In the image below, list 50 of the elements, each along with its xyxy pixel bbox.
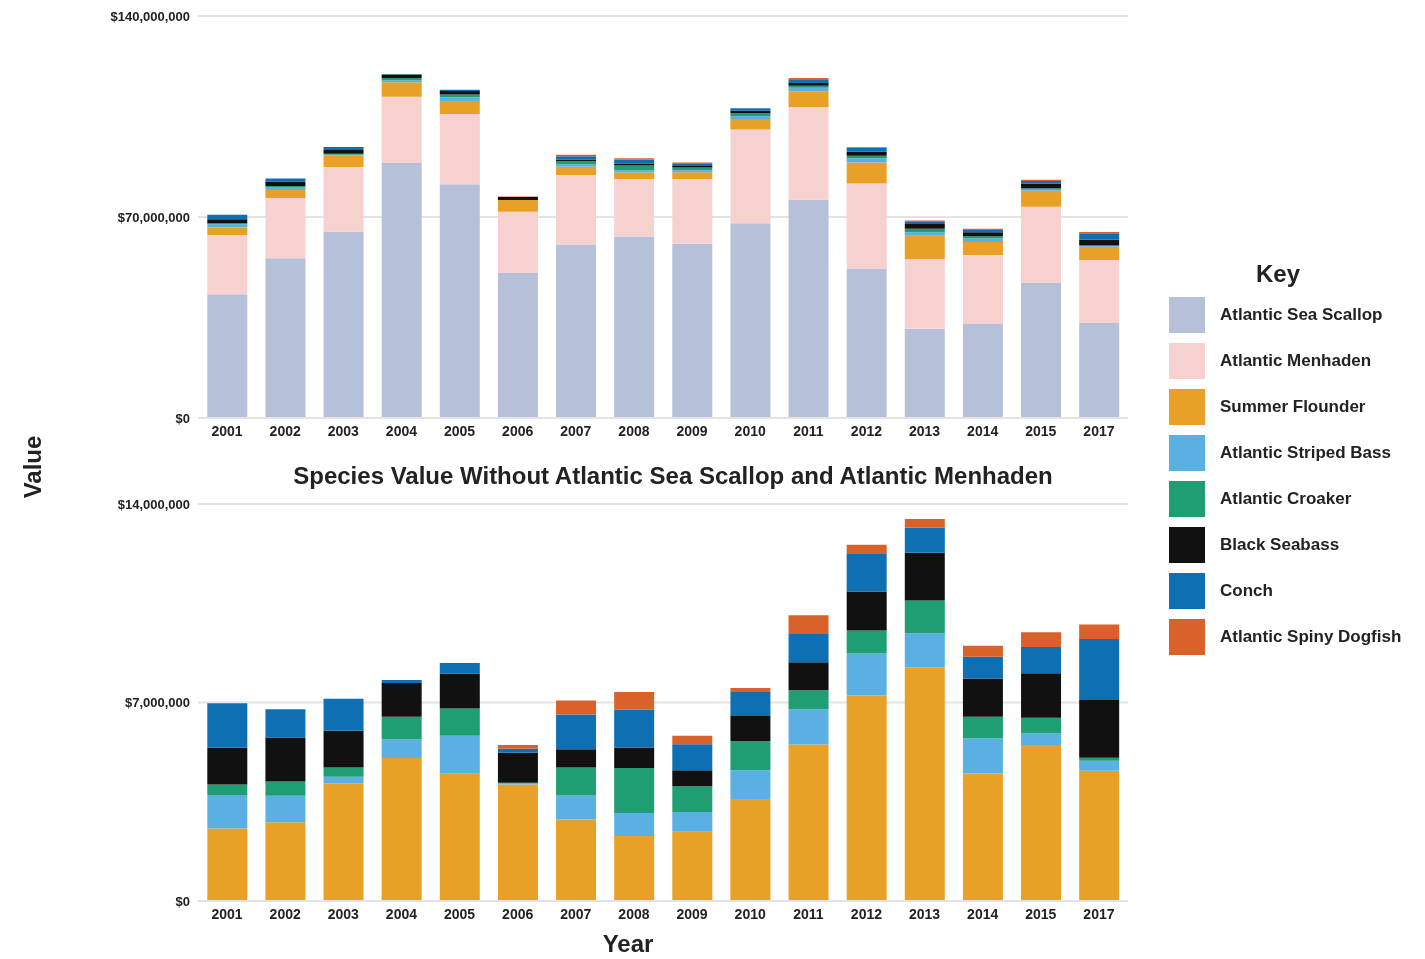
x-tick-label: 2017 xyxy=(1083,905,1115,922)
legend-label: Atlantic Menhaden xyxy=(1220,351,1373,371)
x-tick-label: 2001 xyxy=(211,905,243,922)
y-tick-label: $140,000,000 xyxy=(110,8,190,24)
x-tick-label: 2005 xyxy=(443,422,476,439)
x-tick-label: 2012 xyxy=(850,905,883,922)
x-tick-label: 2004 xyxy=(385,422,418,439)
x-tick-label: 2003 xyxy=(327,422,360,439)
y-tick-label: $7,000,000 xyxy=(124,695,190,711)
x-tick-label: 2002 xyxy=(269,422,301,439)
legend-label: Conch xyxy=(1220,581,1274,601)
legend-label: Atlantic Striped Bass xyxy=(1220,443,1392,463)
x-tick-label: 2005 xyxy=(443,905,476,922)
x-tick-label: 2002 xyxy=(269,905,301,922)
x-tick-label: 2013 xyxy=(908,422,941,439)
x-tick-label: 2010 xyxy=(734,422,766,439)
y-tick-label: $0 xyxy=(175,410,190,426)
x-tick-label: 2003 xyxy=(327,905,360,922)
x-tick-label: 2004 xyxy=(385,905,418,922)
x-tick-label: 2009 xyxy=(676,422,708,439)
legend-label: Summer Flounder xyxy=(1220,397,1367,417)
y-axis-title: Value xyxy=(19,434,47,501)
legend-label: Atlantic Spiny Dogfish xyxy=(1220,627,1403,647)
x-tick-label: 2007 xyxy=(560,905,592,922)
x-tick-label: 2006 xyxy=(502,422,534,439)
legend-label: Black Seabass xyxy=(1220,535,1341,555)
legend-label: Atlantic Croaker xyxy=(1220,489,1353,509)
x-tick-label: 2011 xyxy=(793,422,824,439)
legend-title: Key xyxy=(1255,260,1301,288)
x-tick-label: 2015 xyxy=(1025,905,1057,922)
x-tick-label: 2014 xyxy=(967,905,999,922)
x-tick-label: 2017 xyxy=(1083,422,1115,439)
x-tick-label: 2007 xyxy=(560,422,592,439)
x-tick-label: 2008 xyxy=(618,422,650,439)
y-tick-label: $14,000,000 xyxy=(117,496,190,512)
y-tick-label: $0 xyxy=(175,893,190,909)
y-tick-label: $70,000,000 xyxy=(117,209,190,225)
x-tick-label: 2009 xyxy=(676,905,708,922)
x-tick-label: 2006 xyxy=(502,905,534,922)
x-axis-title: Year xyxy=(601,930,655,958)
x-tick-label: 2008 xyxy=(618,905,650,922)
chart-title: Species Value Without Atlantic Sea Scallop and Atlantic Menhaden xyxy=(292,461,1054,491)
x-tick-label: 2011 xyxy=(793,905,824,922)
x-tick-label: 2012 xyxy=(850,422,883,439)
legend-label: Atlantic Sea Scallop xyxy=(1220,305,1384,325)
x-tick-label: 2001 xyxy=(211,422,243,439)
x-tick-label: 2014 xyxy=(967,422,999,439)
x-tick-label: 2013 xyxy=(908,905,941,922)
x-tick-label: 2015 xyxy=(1025,422,1057,439)
x-tick-label: 2010 xyxy=(734,905,766,922)
